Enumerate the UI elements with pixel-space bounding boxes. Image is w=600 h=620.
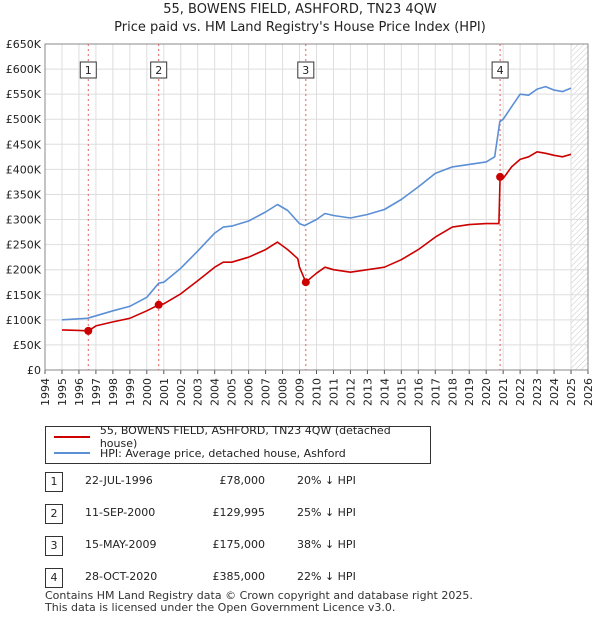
x-tick-label: 2004 xyxy=(209,378,222,406)
plot-frame xyxy=(44,43,589,371)
sale-row: 3 15-MAY-2009 £175,000 38% ↓ HPI xyxy=(45,536,565,556)
sale-number-box: 1 xyxy=(79,61,97,79)
sale-number-box: 3 xyxy=(297,61,315,79)
sale-number-label: 3 xyxy=(302,64,309,77)
sale-number-box-frame xyxy=(150,61,168,79)
legend-swatch-hpi xyxy=(54,452,90,454)
x-tick-label: 2024 xyxy=(548,378,561,406)
x-tick-label: 1997 xyxy=(90,378,103,406)
x-tick-label: 2009 xyxy=(294,378,307,406)
footer-licence: This data is licensed under the Open Gov… xyxy=(45,601,396,614)
sale-number-badge: 2 xyxy=(45,504,63,524)
x-tick-label: 2022 xyxy=(514,378,527,406)
sale-date: 11-SEP-2000 xyxy=(85,506,156,519)
sale-hpi-diff: 20% ↓ HPI xyxy=(297,474,356,487)
future-period-region xyxy=(571,44,588,370)
x-tick-label: 2026 xyxy=(582,378,595,406)
y-tick-label: £400K xyxy=(6,163,42,176)
hpi-series-line xyxy=(61,85,572,321)
sale-number-label: 2 xyxy=(155,64,162,77)
y-tick-label: £100K xyxy=(6,314,42,327)
legend: 55, BOWENS FIELD, ASHFORD, TN23 4QW (det… xyxy=(45,424,431,464)
sale-price: £78,000 xyxy=(219,474,266,487)
sale-number-badge: 4 xyxy=(45,568,63,588)
sale-number-label: 4 xyxy=(497,64,504,77)
sale-number-badge: 1 xyxy=(45,472,63,492)
sale-number-box-frame xyxy=(491,61,509,79)
x-tick-label: 2005 xyxy=(226,378,239,406)
sale-date: 15-MAY-2009 xyxy=(85,538,157,551)
y-tick-label: £450K xyxy=(6,138,42,151)
sale-price: £385,000 xyxy=(212,570,266,583)
sale-hpi-diff: 38% ↓ HPI xyxy=(297,538,356,551)
x-tick-label: 1996 xyxy=(73,378,86,406)
sale-point xyxy=(496,172,505,181)
sale-number-box-frame xyxy=(79,61,97,79)
chart-subtitle: Price paid vs. HM Land Registry's House … xyxy=(114,20,486,35)
sale-price: £175,000 xyxy=(212,538,266,551)
y-tick-label: £650K xyxy=(6,38,42,51)
chart-title: 55, BOWENS FIELD, ASHFORD, TN23 4QW xyxy=(163,2,437,17)
price-chart: £0 £50K £100K £150K £200K £250K £300K £350K £400… xyxy=(6,38,595,406)
x-tick-label: 2006 xyxy=(243,378,256,406)
legend-swatch-property xyxy=(54,436,90,438)
y-tick-label: £0 xyxy=(27,364,41,377)
footer-copyright: Contains HM Land Registry data © Crown c… xyxy=(45,589,473,602)
y-tick-label: £500K xyxy=(6,113,42,126)
x-tick-label: 2019 xyxy=(463,378,476,406)
sale-point xyxy=(84,326,93,335)
sale-row: 4 28-OCT-2020 £385,000 22% ↓ HPI xyxy=(45,568,565,588)
sale-row: 1 22-JUL-1996 £78,000 20% ↓ HPI xyxy=(45,472,565,492)
x-tick-label: 2018 xyxy=(446,378,459,406)
x-tick-label: 2021 xyxy=(497,378,510,406)
sale-point xyxy=(301,278,310,287)
x-tick-label: 2025 xyxy=(565,378,578,406)
sale-price: £129,995 xyxy=(212,506,266,519)
legend-item-hpi: HPI: Average price, detached house, Ashf… xyxy=(54,445,346,461)
sale-row: 2 11-SEP-2000 £129,995 25% ↓ HPI xyxy=(45,504,565,524)
x-tick-label: 2023 xyxy=(531,378,544,406)
sale-number-badge: 3 xyxy=(45,536,63,556)
x-tick-label: 2020 xyxy=(480,378,493,406)
y-tick-label: £600K xyxy=(6,63,42,76)
y-tick-label: £300K xyxy=(6,214,42,227)
x-tick-label: 2017 xyxy=(429,378,442,406)
y-tick-label: £550K xyxy=(6,88,42,101)
sale-number-box: 4 xyxy=(491,61,509,79)
y-tick-label: £50K xyxy=(13,339,42,352)
sale-number-box-frame xyxy=(297,61,315,79)
x-tick-label: 2012 xyxy=(344,378,357,406)
y-tick-label: £150K xyxy=(6,289,42,302)
x-tick-label: 1994 xyxy=(39,378,52,406)
x-tick-label: 2003 xyxy=(192,378,205,406)
sale-date: 22-JUL-1996 xyxy=(85,474,153,487)
x-tick-label: 2001 xyxy=(158,378,171,406)
x-tick-label: 2008 xyxy=(277,378,290,406)
x-tick-label: 2000 xyxy=(141,378,154,406)
sale-date: 28-OCT-2020 xyxy=(85,570,158,583)
y-tick-label: £250K xyxy=(6,239,42,252)
sale-number-label: 1 xyxy=(85,64,92,77)
sale-hpi-diff: 25% ↓ HPI xyxy=(297,506,356,519)
x-tick-label: 1998 xyxy=(107,378,120,406)
x-tick-label: 2016 xyxy=(412,378,425,406)
sale-number-box: 2 xyxy=(150,61,168,79)
y-tick-label: £200K xyxy=(6,264,42,277)
x-tick-label: 1995 xyxy=(56,378,69,406)
x-tick-label: 2010 xyxy=(311,378,324,406)
sale-point xyxy=(154,300,163,309)
legend-label-hpi: HPI: Average price, detached house, Ashf… xyxy=(100,446,346,460)
x-tick-label: 2015 xyxy=(395,378,408,406)
x-tick-label: 2002 xyxy=(175,378,188,406)
x-tick-label: 2007 xyxy=(260,378,273,406)
legend-item-property: 55, BOWENS FIELD, ASHFORD, TN23 4QW (det… xyxy=(54,424,430,450)
legend-label-property: 55, BOWENS FIELD, ASHFORD, TN23 4QW (det… xyxy=(99,424,391,450)
x-tick-label: 2011 xyxy=(327,378,340,406)
sale-hpi-diff: 22% ↓ HPI xyxy=(297,570,356,583)
x-tick-label: 1999 xyxy=(124,378,137,406)
x-tick-label: 2014 xyxy=(378,378,391,406)
x-tick-label: 2013 xyxy=(361,378,374,406)
y-tick-label: £350K xyxy=(6,188,42,201)
